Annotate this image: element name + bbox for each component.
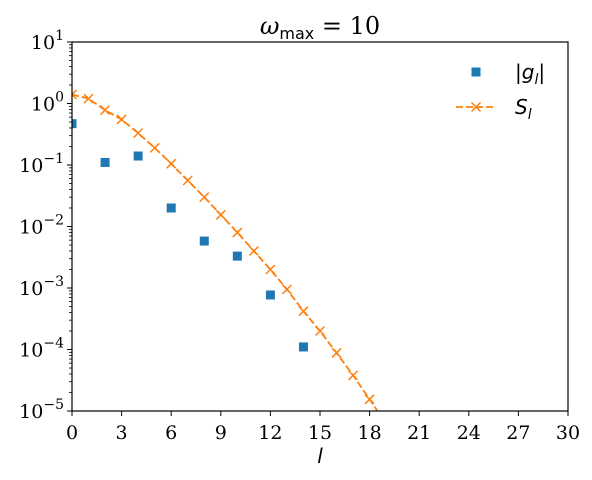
series-1 [72, 89, 391, 428]
y-tick-label: 10−1 [19, 151, 64, 177]
series-0 [72, 119, 308, 352]
x-axis-title: l [317, 444, 323, 468]
data-point [364, 394, 375, 405]
data-point [298, 342, 308, 352]
data-point [100, 105, 111, 116]
data-point [166, 158, 177, 169]
series-line [72, 93, 379, 411]
data-point [149, 142, 160, 153]
legend-marker [471, 67, 481, 77]
data-point [72, 89, 78, 100]
x-tick-label: 24 [457, 422, 481, 444]
data-point [72, 119, 77, 129]
data-point [298, 306, 309, 317]
legend-label: Sl [515, 95, 532, 123]
plot-frame [71, 41, 569, 412]
data-point [199, 236, 209, 246]
data-point [232, 251, 242, 261]
data-point [281, 284, 292, 295]
legend: |gl| Sl [456, 60, 545, 123]
x-tick-label: 27 [506, 422, 530, 444]
data-point [382, 419, 391, 428]
y-tick-label: 100 [31, 90, 64, 116]
x-tick-label: 9 [215, 422, 227, 444]
x-tick-label: 12 [258, 422, 282, 444]
data-point [248, 245, 259, 257]
x-tick-label: 30 [556, 422, 580, 444]
data-point [199, 192, 210, 203]
legend-marker [470, 101, 482, 113]
y-tick-label: 10−5 [19, 397, 64, 423]
data-point [182, 175, 193, 186]
y-tick-label: 10−3 [19, 274, 64, 300]
chart-title: ωmax = 10 [260, 12, 380, 43]
x-tick-label: 18 [358, 422, 382, 444]
legend-label: |gl| [515, 60, 545, 88]
data-point [265, 290, 275, 300]
y-tick-label: 10−2 [19, 213, 64, 239]
data-point [348, 370, 359, 381]
data-point [116, 114, 127, 125]
series-layer [72, 89, 391, 428]
x-tick-label: 6 [165, 422, 177, 444]
data-point [100, 157, 110, 167]
y-tick-label: 101 [31, 28, 64, 54]
legend-item: Sl [456, 95, 532, 123]
legend-item: |gl| [471, 60, 545, 88]
x-tick-label: 0 [66, 422, 78, 444]
data-point [232, 227, 243, 238]
chart-title-symbol: ω [260, 12, 280, 40]
chart-title-suffix: = 10 [314, 12, 380, 40]
data-point [314, 325, 326, 337]
axes-layer: 0 3 6 9 12 15 18 21 24 27 30 10−5 10−4 10−3 10−2 10−1 10… [19, 28, 580, 444]
data-point [215, 209, 226, 220]
x-tick-label: 3 [116, 422, 128, 444]
data-point [133, 151, 143, 161]
x-tick-label: 15 [308, 422, 332, 444]
data-point [133, 128, 144, 139]
data-point [331, 347, 342, 358]
x-tick-label: 21 [407, 422, 431, 444]
data-point [166, 203, 176, 213]
data-point [83, 93, 94, 104]
y-tick-label: 10−4 [19, 336, 64, 362]
chart-title-subscript: max [279, 24, 314, 43]
data-point [265, 264, 276, 275]
